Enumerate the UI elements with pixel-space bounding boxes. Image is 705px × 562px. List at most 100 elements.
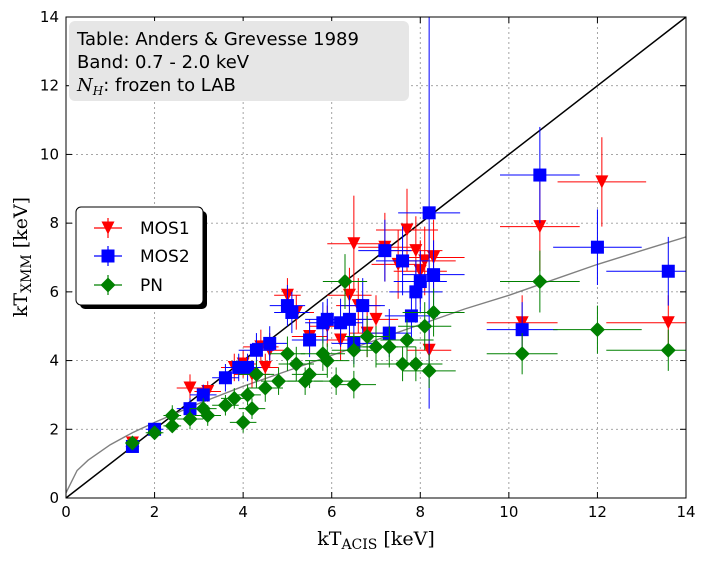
info-box-line3: NH: frozen to LAB — [76, 75, 236, 98]
axis-ticks: 0 2 4 6 8 10 12 14 0 2 4 6 8 10 12 14 — [40, 8, 696, 521]
mos2-point — [249, 343, 263, 357]
pn-point — [589, 322, 605, 338]
x-tick-label: 10 — [499, 503, 518, 521]
pn-point — [182, 411, 198, 427]
pn-point — [319, 353, 335, 369]
x-tick-label: 0 — [61, 503, 71, 521]
data-points — [124, 17, 686, 453]
x-tick-label: 4 — [238, 503, 248, 521]
mos2-point — [342, 312, 356, 326]
pn-point — [217, 397, 233, 413]
x-tick-label: 2 — [150, 503, 160, 521]
mos1-point — [533, 220, 547, 234]
pn-point — [514, 346, 530, 362]
legend: MOS1 MOS2 PN — [75, 206, 207, 309]
mos1-point — [369, 312, 383, 326]
mos2-point — [263, 336, 277, 350]
pn-point — [226, 390, 242, 406]
x-tick-label: 12 — [588, 503, 607, 521]
legend-label-pn: PN — [140, 276, 163, 296]
info-box: Table: Anders & Grevesse 1989 Band: 0.7 … — [69, 21, 409, 101]
y-tick-label: 0 — [49, 489, 59, 507]
pn-point — [257, 380, 273, 396]
y-tick-label: 4 — [49, 352, 59, 370]
nh-subscript: H — [92, 84, 104, 98]
mos2-point — [422, 206, 436, 220]
mos2-point — [241, 360, 255, 374]
x-tick-label: 8 — [416, 503, 426, 521]
y-tick-label: 8 — [49, 214, 59, 232]
y-tick-label: 2 — [49, 420, 59, 438]
mos2-point — [661, 264, 675, 278]
legend-marker-mos1 — [101, 221, 115, 235]
pn-point — [164, 418, 180, 434]
pn-point — [408, 356, 424, 372]
legend-marker-mos2 — [101, 249, 115, 263]
mos2-point — [396, 254, 410, 268]
mos2-point — [515, 323, 529, 337]
pn-point — [328, 373, 344, 389]
mos1-point — [595, 175, 609, 189]
mos1-point — [258, 360, 272, 374]
mos2-point — [409, 285, 423, 299]
pn-point — [288, 356, 304, 372]
pn-point — [147, 425, 163, 441]
pn-point — [271, 373, 287, 389]
pn-point — [200, 408, 216, 424]
y-tick-label: 14 — [40, 8, 59, 26]
info-box-line1: Table: Anders & Grevesse 1989 — [76, 29, 359, 50]
mos2-point — [218, 371, 232, 385]
pn-point — [660, 342, 676, 358]
pn-point — [346, 342, 362, 358]
mos2-point — [285, 305, 299, 319]
mos1-point — [409, 244, 423, 258]
info-box-line2: Band: 0.7 - 2.0 keV — [77, 52, 250, 73]
mos2-point — [320, 312, 334, 326]
mos2-point — [196, 388, 210, 402]
pn-point — [399, 332, 415, 348]
pn-point — [279, 346, 295, 362]
pn-point — [248, 366, 264, 382]
pn-point — [381, 339, 397, 355]
y-tick-label: 6 — [49, 283, 59, 301]
pn-point — [368, 339, 384, 355]
nh-symbol: N — [76, 75, 94, 96]
x-tick-label: 14 — [676, 503, 695, 521]
pn-point — [240, 387, 256, 403]
pn-point — [244, 401, 260, 417]
pn-point — [337, 274, 353, 290]
mos2-point — [378, 244, 392, 258]
info-box-background — [69, 21, 409, 101]
mos2-point — [427, 268, 441, 282]
legend-markers — [94, 218, 122, 295]
mos2-point — [533, 168, 547, 182]
mos1-point — [400, 223, 414, 237]
plot-frame — [65, 16, 687, 499]
mos1-point — [661, 316, 675, 330]
x-tick-label: 6 — [327, 503, 337, 521]
mos2-point — [590, 240, 604, 254]
pn-point — [346, 377, 362, 393]
pn-point — [235, 414, 251, 430]
mos1-point — [347, 237, 361, 251]
legend-label-mos1: MOS1 — [140, 219, 190, 239]
pn-point — [124, 435, 140, 451]
nh-text: : frozen to LAB — [103, 75, 236, 96]
pn-point — [395, 356, 411, 372]
pn-point — [359, 329, 375, 345]
mos2-point — [356, 299, 370, 313]
mos2-point — [303, 333, 317, 347]
y-tick-label: 12 — [40, 77, 59, 95]
pn-point — [421, 363, 437, 379]
mos2-point — [413, 275, 427, 289]
y-axis-label: kTXMM [keV] — [10, 197, 35, 317]
legend-label-mos2: MOS2 — [140, 247, 190, 267]
pn-point — [532, 274, 548, 290]
legend-marker-pn — [100, 277, 116, 293]
y-tick-label: 10 — [40, 145, 59, 163]
pn-point — [302, 366, 318, 382]
pn-point — [417, 318, 433, 334]
series-pn — [124, 250, 686, 451]
mos1-point — [183, 381, 197, 395]
